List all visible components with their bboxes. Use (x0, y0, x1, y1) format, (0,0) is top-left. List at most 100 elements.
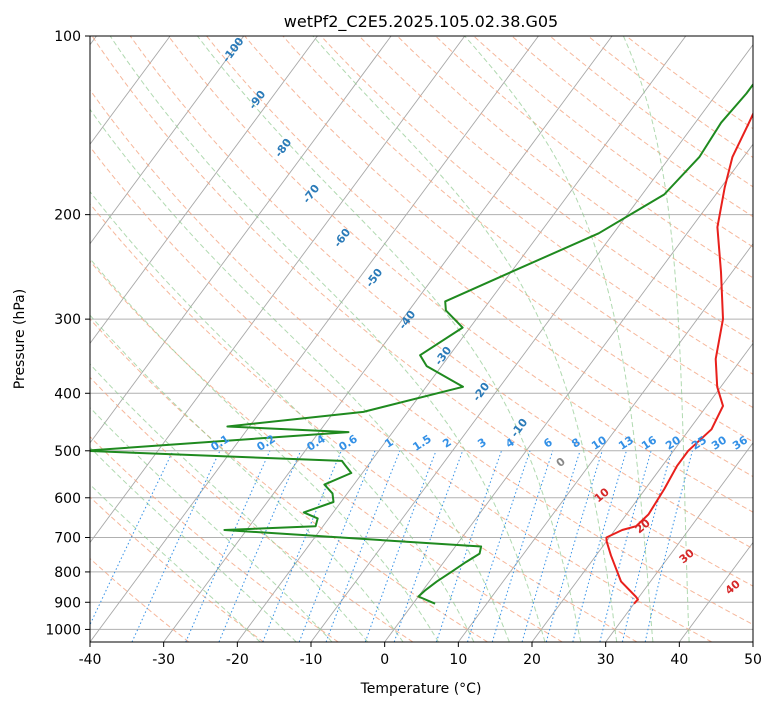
isotherm-line (457, 243, 753, 642)
dry-adiabat (511, 36, 753, 218)
y-tick-label: 400 (54, 386, 81, 402)
isotherm-line (384, 143, 753, 642)
moist-adiabat (312, 36, 618, 642)
mixing-ratio-line (521, 450, 581, 642)
y-tick-label: 300 (54, 312, 81, 328)
dry-adiabat-label: 40 (723, 577, 743, 597)
mixing-ratio-line (262, 450, 342, 642)
dewpoint-profile (90, 82, 753, 605)
isotherm-line (90, 36, 245, 245)
mixing-ratio-label: 1 (382, 436, 396, 451)
dry-adiabat (320, 36, 753, 375)
mixing-ratio-label: 16 (639, 433, 659, 452)
mixing-ratio-line (644, 450, 693, 642)
x-tick-label: 30 (597, 652, 615, 668)
moist-adiabat (464, 36, 654, 642)
plot-frame (89, 35, 754, 643)
dry-adiabat (90, 89, 753, 626)
x-axis-label: Temperature (°C) (360, 681, 482, 697)
y-tick-label: 100 (54, 29, 81, 45)
dry-adiabat-label: 0 (554, 455, 568, 470)
mixing-ratio-label: 10 (589, 433, 609, 452)
dry-adiabat-label: 10 (592, 485, 612, 505)
mixing-ratio-line (364, 450, 437, 642)
isotherm-line (90, 36, 466, 544)
chart-title: wetPf2_C2E5.2025.105.02.38.G05 (284, 12, 558, 32)
x-tick-label: 50 (744, 652, 762, 668)
mixing-ratio-label: 36 (730, 433, 750, 452)
isotherm-line (236, 36, 687, 642)
isotherm-label: -70 (300, 182, 322, 206)
mixing-ratio-line (572, 450, 627, 642)
dry-adiabat (129, 36, 753, 550)
isotherm-line (605, 442, 753, 642)
isotherm-line (163, 36, 613, 642)
dry-adiabat (435, 36, 753, 279)
y-tick-label: 1000 (45, 622, 81, 638)
moist-adiabat (90, 483, 261, 642)
dry-adiabat (90, 260, 563, 642)
mixing-ratio-line (131, 450, 221, 642)
mixing-ratio-line (185, 450, 271, 642)
isotherm-line (90, 36, 539, 642)
isotherm-line (531, 342, 753, 642)
moist-adiabat (90, 406, 333, 642)
dry-adiabat (473, 36, 753, 248)
mixing-ratio-line (393, 450, 464, 642)
moist-adiabat (197, 36, 582, 642)
dry-adiabat-label: 30 (677, 546, 697, 566)
isotherm-label: -60 (331, 226, 353, 250)
mixing-ratio-label: 6 (541, 435, 555, 450)
x-tick-label: -20 (226, 652, 249, 668)
mixing-ratio-label: 20 (663, 433, 683, 452)
isotherm-line (90, 36, 318, 345)
isotherm-label: -100 (220, 35, 247, 65)
mixing-ratio-line (491, 450, 554, 642)
mixing-ratio-line (621, 450, 673, 642)
moist-adiabat (90, 190, 475, 642)
dry-adiabat (168, 36, 753, 513)
x-tick-label: 40 (670, 652, 688, 668)
dry-adiabat (244, 36, 753, 443)
dry-adiabat (90, 376, 414, 642)
isotherm-line (90, 36, 392, 444)
y-tick-label: 200 (54, 208, 81, 224)
mixing-ratio-label: 30 (709, 433, 729, 452)
moist-adiabat (90, 258, 439, 642)
isotherm-label: -80 (272, 136, 294, 160)
isotherm-line (678, 541, 753, 642)
mixing-ratio-label: 3 (475, 436, 489, 451)
y-tick-label: 600 (54, 491, 81, 507)
x-tick-label: 20 (523, 652, 541, 668)
mixing-ratio-line (467, 450, 531, 642)
y-tick-label: 500 (54, 444, 81, 460)
y-tick-label: 900 (54, 595, 81, 611)
isotherm-label: -50 (363, 266, 385, 290)
mixing-ratio-line (599, 450, 652, 642)
moist-adiabat (90, 363, 369, 642)
dry-adiabat (90, 496, 264, 642)
dry-adiabat (90, 146, 712, 642)
moist-adiabat (90, 314, 404, 642)
moist-adiabat (90, 108, 510, 642)
moist-adiabat (109, 36, 546, 642)
mixing-ratio-line (90, 450, 174, 626)
mixing-ratio-label: 8 (569, 436, 583, 451)
mixing-ratio-label: 13 (616, 433, 636, 452)
isotherm-label: -20 (470, 380, 492, 404)
mixing-ratio-line (545, 450, 603, 642)
temperature-profile (605, 111, 753, 605)
isotherm-line (90, 36, 171, 146)
y-tick-label: 800 (54, 565, 81, 581)
y-axis-label: Pressure (hPa) (12, 289, 28, 389)
moist-adiabat (622, 36, 690, 642)
x-tick-label: 0 (380, 652, 389, 668)
isotherm-line (752, 641, 753, 642)
isotherm-label: -10 (508, 416, 530, 440)
y-tick-label: 700 (54, 531, 81, 547)
dry-adiabat (549, 36, 753, 188)
dry-adiabat (90, 557, 190, 642)
x-tick-label: -30 (152, 652, 175, 668)
moist-adiabat (90, 446, 297, 642)
